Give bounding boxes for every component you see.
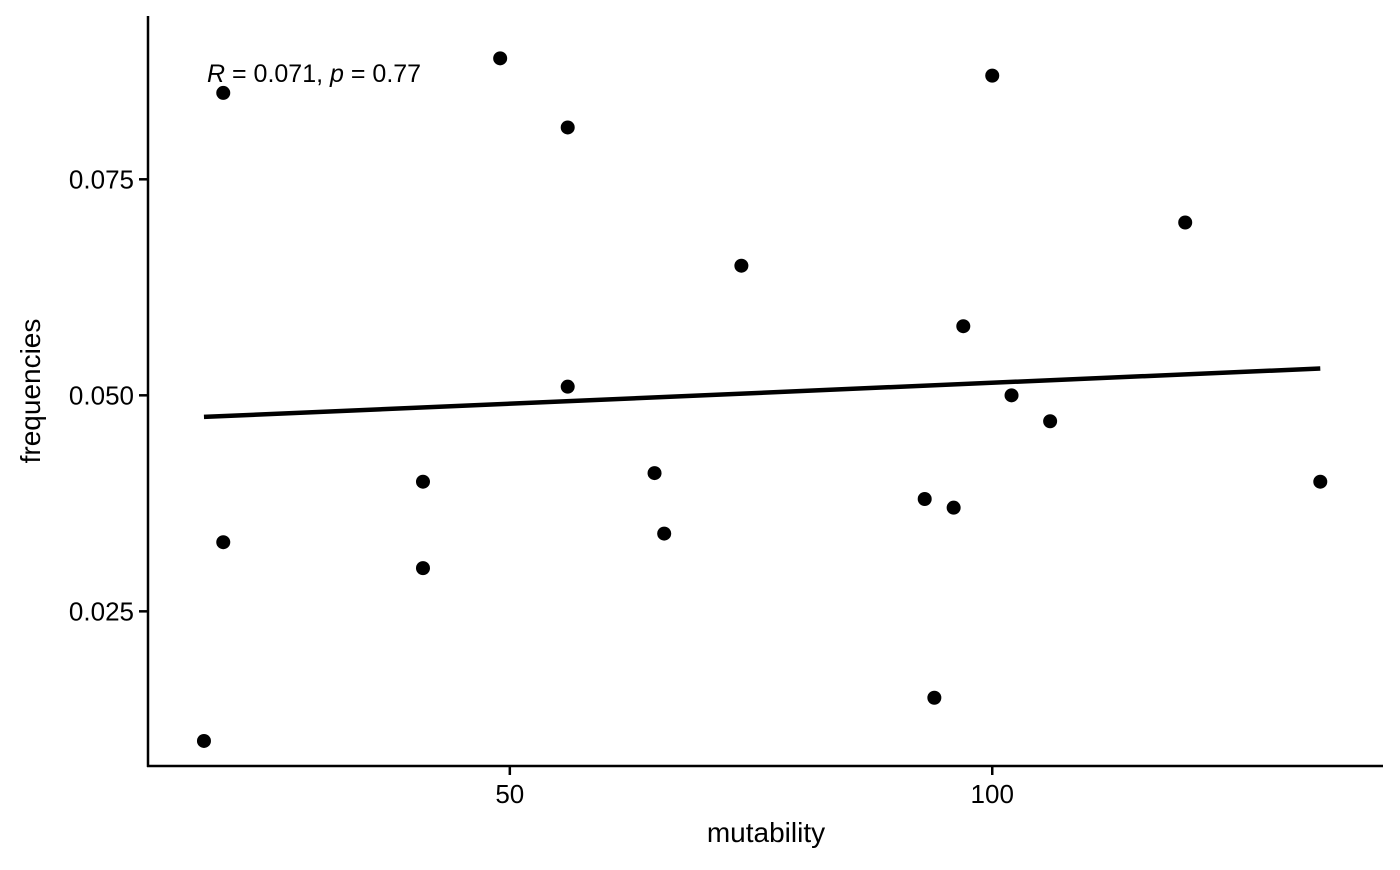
data-point-15 xyxy=(956,319,971,334)
plot-area xyxy=(196,51,1328,748)
data-point-12 xyxy=(917,492,932,507)
correlation-annotation: R = 0.071, p = 0.77 xyxy=(207,60,421,88)
y-tick-label-0.050: 0.050 xyxy=(69,380,134,410)
p-value: = 0.77 xyxy=(344,60,421,88)
axes: 50 100 0.025 0.050 0.075 xyxy=(69,16,1383,809)
r-value: = 0.071, xyxy=(225,60,330,88)
data-point-10 xyxy=(657,526,672,541)
data-point-20 xyxy=(1313,474,1328,489)
data-point-4 xyxy=(415,474,430,489)
x-axis-title: mutability xyxy=(707,817,825,848)
data-point-11 xyxy=(734,258,749,273)
y-tick-label-0.075: 0.075 xyxy=(69,164,134,194)
data-point-13 xyxy=(927,690,942,705)
x-tick-label-100: 100 xyxy=(971,779,1014,809)
data-point-2 xyxy=(216,535,231,550)
y-tick-label-0.025: 0.025 xyxy=(69,596,134,626)
data-point-17 xyxy=(1004,388,1019,403)
data-point-16 xyxy=(985,68,1000,83)
data-point-19 xyxy=(1178,215,1193,230)
data-point-5 xyxy=(415,561,430,576)
data-point-14 xyxy=(946,500,961,515)
trend-line xyxy=(203,366,1321,420)
data-point-1 xyxy=(196,733,211,748)
data-point-8 xyxy=(560,379,575,394)
data-point-6 xyxy=(493,51,508,66)
y-axis-title: frequencies xyxy=(15,319,46,464)
data-point-18 xyxy=(1043,414,1058,429)
r-symbol: R xyxy=(207,60,225,88)
p-symbol: p xyxy=(329,60,344,88)
data-point-7 xyxy=(560,120,575,135)
data-point-3 xyxy=(216,85,231,100)
data-point-9 xyxy=(647,466,662,481)
x-tick-label-50: 50 xyxy=(495,779,524,809)
